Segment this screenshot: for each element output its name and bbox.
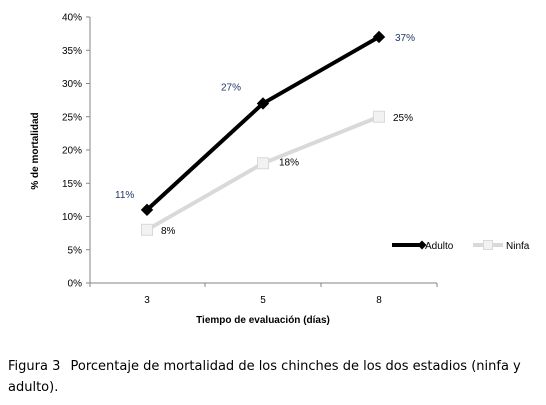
- data-label-ninfa: 8%: [161, 226, 176, 237]
- data-label-adulto: 37%: [395, 33, 415, 44]
- y-tick-label: 10%: [62, 212, 82, 223]
- legend-label-ninfa: Ninfa: [506, 241, 530, 252]
- y-tick-label: 40%: [62, 13, 82, 24]
- legend: Adulto Ninfa: [392, 240, 530, 252]
- data-point-adulto: [140, 203, 154, 217]
- y-axis-title: % de mortalidad: [30, 112, 41, 189]
- data-point-ninfa: [373, 110, 385, 123]
- x-tick-label: 8: [376, 295, 382, 306]
- y-tick-label: 25%: [62, 112, 82, 123]
- caption-label: Figura 3: [8, 359, 61, 374]
- y-axis-ticks: 0% 5% 10% 15% 20% 25% 30% 35% 40%: [62, 13, 90, 290]
- caption-text: Porcentaje de mortalidad de los chinches…: [8, 359, 521, 395]
- series-line-adulto: [145, 35, 380, 212]
- data-label-adulto: 27%: [221, 82, 241, 93]
- y-tick-label: 20%: [62, 146, 82, 157]
- series-line-ninfa: [146, 114, 380, 232]
- data-point-adulto: [256, 97, 270, 110]
- data-labels: 11% 27% 37% 8% 18% 25%: [115, 33, 415, 237]
- legend-label-adulto: Adulto: [425, 241, 454, 252]
- y-tick-label: 35%: [62, 46, 82, 57]
- data-label-adulto: 11%: [115, 190, 134, 201]
- chart-axes: [89, 17, 437, 284]
- series-layer: [140, 30, 386, 236]
- y-tick-label: 0%: [68, 279, 83, 290]
- x-axis-title: Tiempo de evaluación (días): [196, 315, 330, 326]
- y-tick-label: 30%: [62, 79, 82, 90]
- y-tick-label: 15%: [62, 179, 82, 190]
- y-tick-label: 5%: [68, 245, 83, 256]
- line-chart: 0% 5% 10% 15% 20% 25% 30% 35% 40% 3 5 8 11% 27% 37% 8…: [30, 13, 530, 327]
- x-tick-label: 5: [260, 295, 266, 306]
- data-point-adulto: [372, 30, 386, 44]
- data-label-ninfa: 18%: [279, 157, 299, 168]
- legend-marker-adulto: [417, 240, 427, 250]
- figure-caption: Figura 3 Porcentaje de mortalidad de los…: [8, 356, 538, 398]
- x-axis-ticks: 3 5 8: [89, 283, 438, 306]
- x-tick-label: 3: [144, 295, 150, 306]
- legend-marker-ninfa: [483, 240, 493, 250]
- data-label-ninfa: 25%: [393, 113, 413, 124]
- data-point-ninfa: [141, 223, 153, 236]
- data-point-ninfa: [257, 157, 269, 170]
